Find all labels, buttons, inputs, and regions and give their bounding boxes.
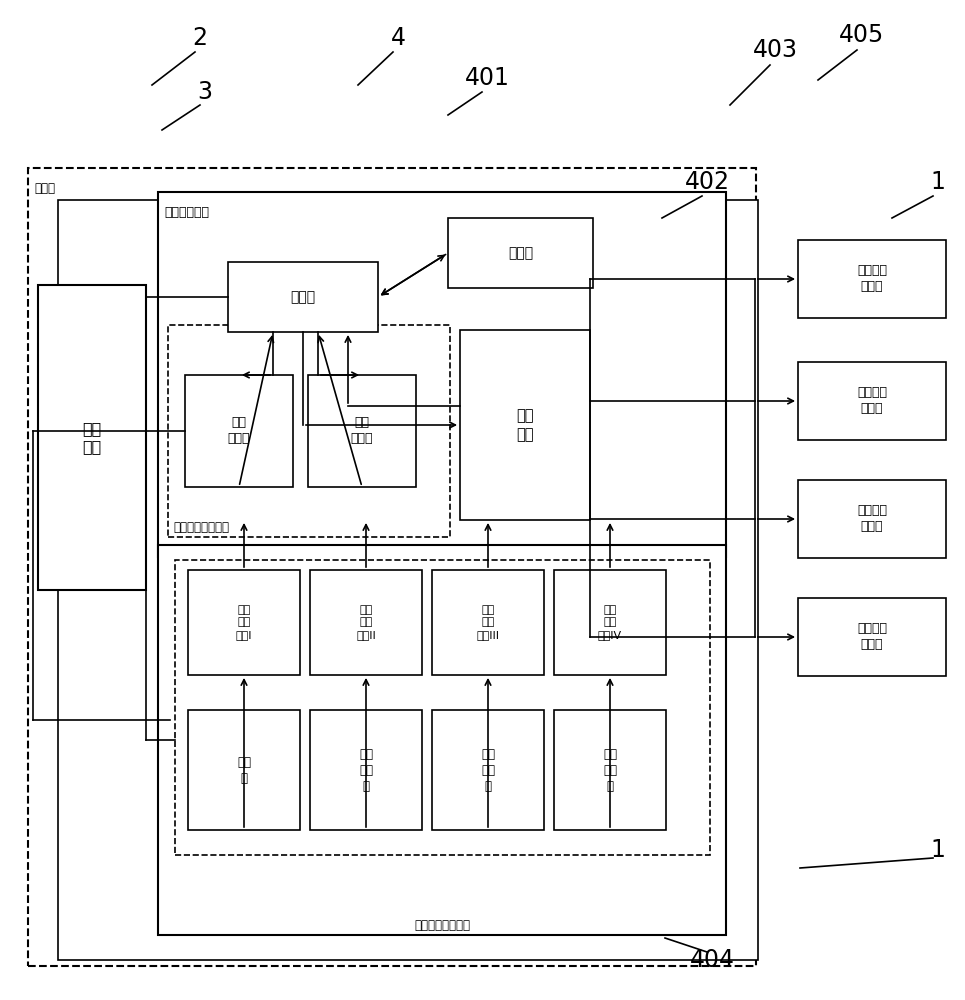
Bar bbox=[554, 570, 666, 675]
Text: 无线监控终端系统: 无线监控终端系统 bbox=[414, 919, 470, 932]
Text: 摄像
头: 摄像 头 bbox=[237, 756, 251, 784]
Text: 2: 2 bbox=[192, 26, 207, 50]
Text: 403: 403 bbox=[753, 38, 797, 62]
Text: 针孔
摄像
头: 针孔 摄像 头 bbox=[359, 748, 373, 792]
Text: 401: 401 bbox=[464, 66, 510, 90]
Text: 门磁
感应
器: 门磁 感应 器 bbox=[481, 748, 495, 792]
Bar bbox=[158, 192, 726, 557]
Bar bbox=[310, 570, 422, 675]
Bar bbox=[185, 375, 293, 487]
Text: 405: 405 bbox=[840, 23, 885, 47]
Text: 湿度
传感器: 湿度 传感器 bbox=[350, 416, 373, 446]
Text: 3: 3 bbox=[198, 80, 212, 104]
Text: 404: 404 bbox=[690, 948, 734, 972]
Text: 402: 402 bbox=[684, 170, 730, 194]
Bar bbox=[158, 545, 726, 935]
Text: 单片机: 单片机 bbox=[290, 290, 316, 304]
Bar bbox=[175, 560, 710, 855]
Text: 远程移动
控制端: 远程移动 控制端 bbox=[857, 622, 887, 652]
Bar bbox=[798, 598, 946, 676]
Bar bbox=[28, 168, 756, 966]
Text: 红外
传感
器: 红外 传感 器 bbox=[603, 748, 617, 792]
Bar bbox=[798, 480, 946, 558]
Bar bbox=[798, 240, 946, 318]
Bar bbox=[38, 285, 146, 590]
Bar bbox=[554, 710, 666, 830]
Text: 远程移动
控制端: 远程移动 控制端 bbox=[857, 264, 887, 294]
Text: 电源
系统: 电源 系统 bbox=[82, 421, 101, 454]
Text: 无线
发射
芯片I: 无线 发射 芯片I bbox=[235, 605, 252, 640]
Bar bbox=[58, 200, 758, 960]
Text: 1: 1 bbox=[930, 170, 946, 194]
Text: 无线
发射
芯片III: 无线 发射 芯片III bbox=[477, 605, 500, 640]
Bar bbox=[188, 710, 300, 830]
Bar bbox=[310, 710, 422, 830]
Text: 通讯
机构: 通讯 机构 bbox=[516, 408, 534, 442]
Text: 无线
发射
芯片II: 无线 发射 芯片II bbox=[356, 605, 376, 640]
Text: 1: 1 bbox=[930, 838, 946, 862]
Bar bbox=[168, 325, 450, 537]
Text: 远程移动
控制端: 远程移动 控制端 bbox=[857, 386, 887, 416]
Bar bbox=[460, 330, 590, 520]
Text: 无线
发射
芯片IV: 无线 发射 芯片IV bbox=[598, 605, 622, 640]
Bar bbox=[798, 362, 946, 440]
Text: 温度
传感器: 温度 传感器 bbox=[228, 416, 250, 446]
Text: 4: 4 bbox=[391, 26, 405, 50]
Bar bbox=[308, 375, 416, 487]
Bar bbox=[432, 710, 544, 830]
Text: 监控控制系统: 监控控制系统 bbox=[164, 206, 209, 219]
Bar bbox=[432, 570, 544, 675]
Bar bbox=[188, 570, 300, 675]
Bar bbox=[228, 262, 378, 332]
Text: 触摸屏: 触摸屏 bbox=[508, 246, 533, 260]
Text: 远程移动
控制端: 远程移动 控制端 bbox=[857, 504, 887, 534]
Bar bbox=[448, 218, 593, 288]
Text: 环网箱: 环网箱 bbox=[34, 182, 55, 195]
Text: 有线监控终端系统: 有线监控终端系统 bbox=[173, 521, 229, 534]
